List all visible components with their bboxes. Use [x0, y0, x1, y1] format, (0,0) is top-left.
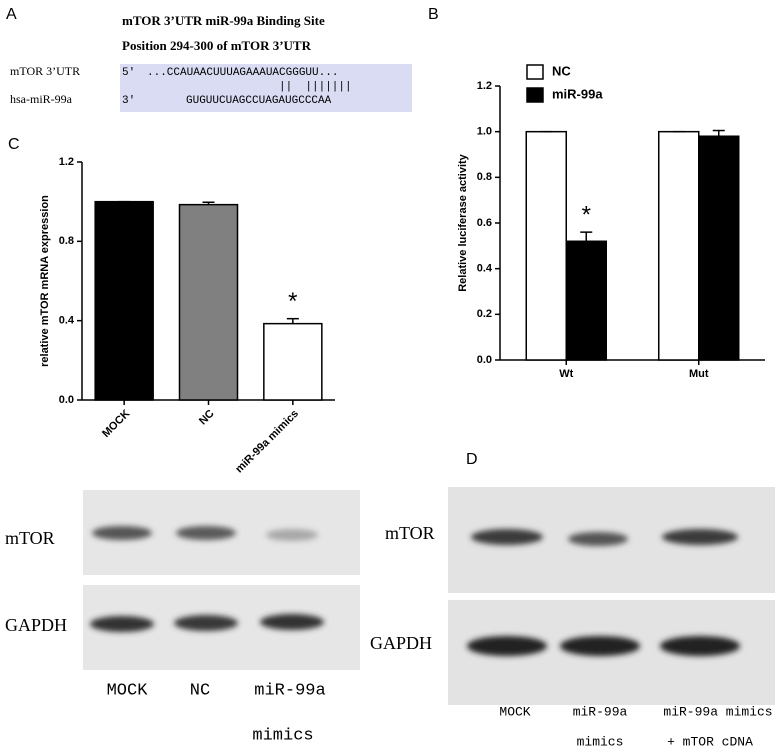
x-tick-label: MOCK	[100, 408, 132, 440]
y-axis-label: relative mTOR mRNA expression	[39, 195, 51, 367]
subtitle: Position 294-300 of mTOR 3’UTR	[122, 38, 312, 53]
x-tick-label: miR-99a mimics	[233, 408, 301, 476]
x-tick-label: NC	[197, 408, 217, 428]
y-tick-label: 1.2	[477, 80, 492, 92]
bar	[525, 130, 567, 361]
y-tick-label: 0.8	[477, 171, 492, 183]
bar	[178, 203, 239, 401]
lane-label: miR-99a	[254, 681, 325, 700]
row-name: mTOR 3’UTR	[10, 64, 80, 78]
pairing: || |||||||	[279, 81, 352, 93]
annotation: *	[582, 201, 591, 228]
lane-label: mimics	[577, 734, 624, 749]
bands	[467, 529, 740, 656]
bar	[698, 135, 740, 361]
blot-row: GAPDH	[370, 633, 432, 653]
x-tick-label: Mut	[689, 368, 709, 380]
lane-label: mimics	[252, 726, 313, 745]
bar	[263, 322, 323, 401]
title: mTOR 3’UTR miR-99a Binding Site	[122, 13, 325, 28]
y-tick-label: 0.4	[477, 263, 493, 275]
blot-row: mTOR	[5, 528, 55, 548]
legend-label: miR-99a	[552, 86, 603, 101]
lane-label: MOCK	[499, 704, 530, 719]
y-axis-label: Relative luciferase activity	[457, 153, 469, 291]
sequence-box	[120, 64, 412, 112]
y-tick-label: 0.0	[477, 354, 492, 366]
bands	[90, 526, 324, 632]
legend-label: NC	[552, 63, 571, 78]
legend-swatch	[526, 87, 544, 103]
panel-label: A	[6, 6, 17, 23]
y-tick-label: 0.4	[59, 315, 75, 327]
panel-label: C	[8, 136, 20, 153]
annotation: *	[288, 288, 297, 315]
y-tick-label: 1.2	[59, 156, 74, 168]
panel-label: D	[466, 451, 478, 468]
y-tick-label: 0.6	[477, 217, 492, 229]
bar	[94, 200, 154, 401]
seq-end: 3'	[122, 95, 135, 107]
x-tick-label: Wt	[559, 368, 573, 380]
panel-label: B	[428, 6, 439, 23]
y-tick-label: 1.0	[477, 126, 492, 138]
blot-row: mTOR	[385, 523, 435, 543]
lane-label: miR-99a mimics	[663, 704, 772, 719]
lane-label: NC	[190, 681, 210, 700]
lane-label: + mTOR cDNA	[667, 734, 753, 749]
legend-swatch	[526, 64, 544, 80]
seq-end: 5'	[122, 67, 135, 79]
bar	[565, 240, 607, 361]
sequence: ...CCAUAACUUUAGAAAUACGGGUU...	[147, 67, 338, 79]
row-name: hsa-miR-99a	[10, 92, 73, 106]
blot-row: GAPDH	[5, 615, 67, 635]
bar	[658, 130, 700, 361]
sequence: GUGUUCUAGCCUAGAUGCCCAA	[186, 95, 332, 107]
y-tick-label: 0.8	[59, 235, 74, 247]
y-tick-label: 0.0	[59, 394, 74, 406]
lane-label: MOCK	[107, 681, 149, 700]
lane-label: miR-99a	[573, 704, 628, 719]
y-tick-label: 0.2	[477, 308, 492, 320]
